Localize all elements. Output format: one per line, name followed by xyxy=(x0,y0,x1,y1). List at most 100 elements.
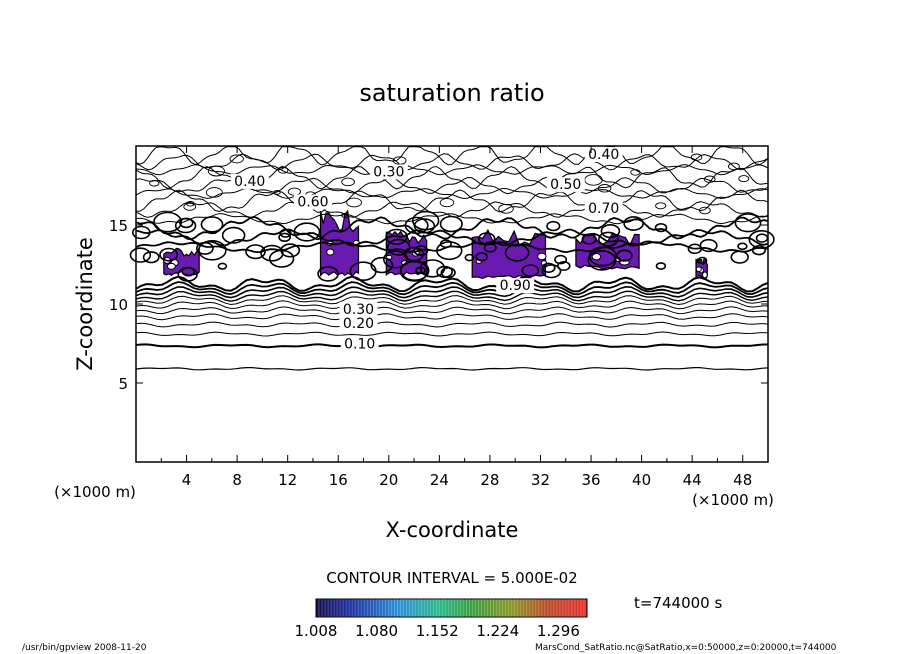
contour-loop xyxy=(404,216,429,235)
contour-loop xyxy=(341,212,349,218)
contour-label: 0.20 xyxy=(343,316,374,332)
region-hole xyxy=(166,262,176,270)
contour-loop xyxy=(556,260,571,271)
contour-line xyxy=(135,281,769,296)
contour-loop xyxy=(221,226,246,244)
contour-labels: 0.100.200.300.300.400.400.500.60 0.700.90 xyxy=(230,147,623,353)
contour-loop xyxy=(554,254,568,265)
contour-lines xyxy=(129,146,775,371)
contour-loop xyxy=(588,246,618,267)
contour-line xyxy=(135,300,768,310)
contour-loop xyxy=(439,198,455,208)
contour-label: 0.70 xyxy=(588,201,619,217)
contour-label-bg xyxy=(546,177,585,193)
contour-loop xyxy=(229,154,244,164)
contour-loop xyxy=(597,184,612,193)
colorbar-tick-label: 1.224 xyxy=(476,622,519,640)
contour-label: 0.30 xyxy=(373,164,404,180)
region-hole xyxy=(695,266,702,272)
contour-loop xyxy=(730,250,749,264)
region-hole xyxy=(702,271,708,279)
contour-label: 0.40 xyxy=(588,147,619,163)
contour-loop xyxy=(546,220,561,232)
contour-loop xyxy=(200,216,224,233)
colorbar-tick-label: 1.152 xyxy=(416,622,459,640)
contour-loop xyxy=(153,211,183,233)
contour-line xyxy=(135,321,769,328)
contour-loop xyxy=(268,249,295,268)
y-tick-label: 5 xyxy=(118,375,128,393)
footer-right: MarsCond_SatRatio.nc@SatRatio,x=0:50000,… xyxy=(535,643,837,653)
contour-loop xyxy=(699,238,718,253)
contour-loop xyxy=(738,175,750,183)
contour-loop xyxy=(207,165,225,177)
contour-label: 0.90 xyxy=(500,278,531,294)
x-tick-label: 36 xyxy=(581,471,600,489)
x-tick-label: 40 xyxy=(632,471,651,489)
contour-label-bg xyxy=(496,278,535,294)
contour-loop xyxy=(260,244,284,262)
y-tick-label: 15 xyxy=(109,217,128,235)
contour-loop xyxy=(541,264,562,279)
contour-loop xyxy=(217,262,228,270)
x-tick-label: 8 xyxy=(232,471,242,489)
contour-loop xyxy=(129,247,152,263)
contour-loop xyxy=(504,243,530,262)
colorbar-ticks: 1.008 1.080 1.152 1.224 1.296 xyxy=(295,622,580,640)
contour-loop xyxy=(690,153,703,161)
contour-loop xyxy=(541,262,556,273)
contour-loop xyxy=(478,232,496,245)
contour-label: 0.50 xyxy=(550,177,581,193)
contour-line xyxy=(135,216,769,241)
contour-loop xyxy=(385,228,408,245)
contour-loop xyxy=(751,245,767,256)
contour-loop xyxy=(195,241,214,255)
contour-label-bg xyxy=(230,173,269,189)
x-tick-label: 16 xyxy=(329,471,348,489)
contour-line xyxy=(135,343,768,349)
contour-loop xyxy=(623,216,644,231)
contour-label-bg xyxy=(584,200,623,216)
contour-loop xyxy=(597,231,619,247)
contour-loop xyxy=(186,201,195,207)
contour-loop xyxy=(755,233,769,243)
contour-loop xyxy=(439,215,463,233)
colorbar-tick-label: 1.008 xyxy=(295,622,338,640)
contour-loop xyxy=(346,197,362,208)
contour-loop xyxy=(293,222,321,242)
contour-loop xyxy=(183,202,197,211)
contour-loop xyxy=(245,244,266,260)
chart-title: saturation ratio xyxy=(359,79,544,107)
contour-line xyxy=(135,290,769,302)
y-axis-ticks: 5 10 15 xyxy=(109,217,768,393)
contour-label: 0.10 xyxy=(344,337,375,353)
region-hole xyxy=(591,253,602,261)
region-hole xyxy=(326,248,335,256)
contour-loop xyxy=(630,169,641,176)
footer-left: /usr/bin/gpview 2008-11-20 xyxy=(22,643,147,653)
contour-loop xyxy=(655,262,667,270)
contour-loop xyxy=(727,162,740,171)
x-unit-left: (×1000 m) xyxy=(54,483,136,501)
contour-loop xyxy=(436,241,463,261)
contour-line xyxy=(135,285,769,299)
contour-loop xyxy=(205,187,223,198)
x-tick-label: 44 xyxy=(683,471,702,489)
time-label: t=744000 s xyxy=(634,594,722,612)
contour-loop xyxy=(279,228,292,238)
contour-interval-note: CONTOUR INTERVAL = 5.000E-02 xyxy=(326,569,577,587)
contour-loop xyxy=(498,203,514,214)
contour-loop xyxy=(142,251,160,264)
contour-label-bg xyxy=(340,336,379,352)
contour-loop xyxy=(699,206,711,215)
contour-label-bg xyxy=(339,316,378,332)
contour-line xyxy=(135,213,769,225)
x-tick-label: 12 xyxy=(278,471,297,489)
x-tick-label: 24 xyxy=(430,471,449,489)
contour-line xyxy=(135,153,769,171)
contour-line xyxy=(135,306,769,315)
contour-loop xyxy=(600,224,621,239)
contour-label: 0.30 xyxy=(343,302,374,318)
x-tick-label: 28 xyxy=(480,471,499,489)
